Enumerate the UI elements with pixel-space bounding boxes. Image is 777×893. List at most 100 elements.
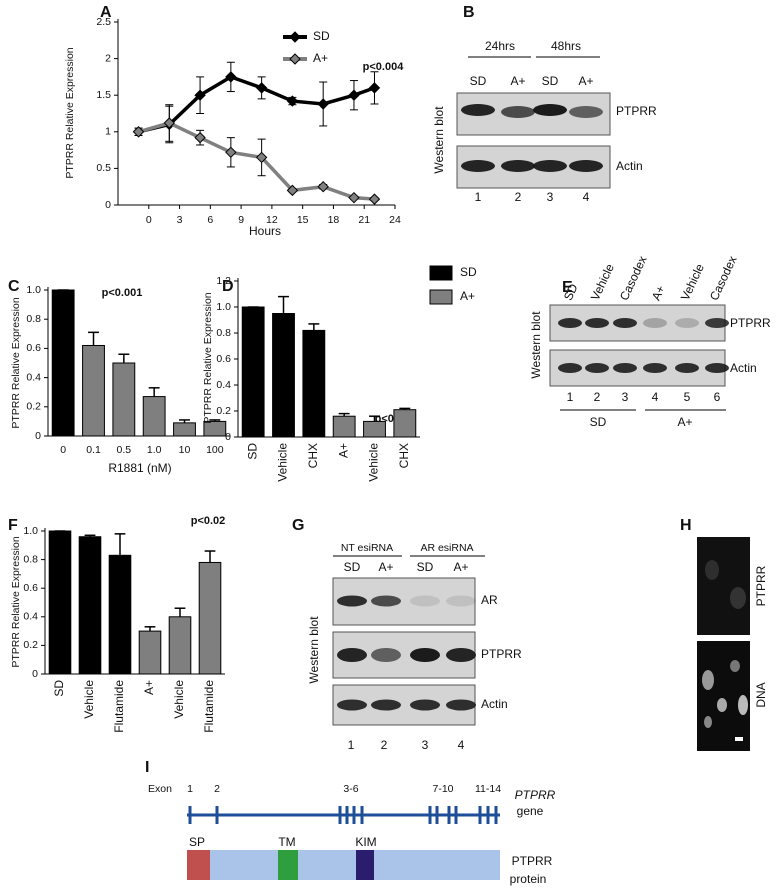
x-tick-label: 0.5 xyxy=(117,444,132,456)
legend-label: SD xyxy=(460,265,477,279)
lane-label: SD xyxy=(542,74,559,88)
bar xyxy=(302,329,326,438)
panel-letter: E xyxy=(562,279,573,296)
bar xyxy=(393,409,417,438)
lane-label: SD xyxy=(470,74,487,88)
lane-number: 2 xyxy=(381,738,388,752)
y-tick-label: 0.4 xyxy=(26,371,41,383)
y-tick-label: 0.6 xyxy=(216,353,231,365)
y-tick-label: 0.8 xyxy=(216,327,231,339)
error-bar xyxy=(204,550,216,563)
side-label: Western blot xyxy=(529,311,543,379)
x-tick-label: CHX xyxy=(306,443,320,468)
lane-label: Casodex xyxy=(707,254,740,303)
bar xyxy=(272,313,295,438)
lane-number: 1 xyxy=(348,738,355,752)
bar xyxy=(78,536,102,675)
band xyxy=(569,106,603,118)
x-axis-label: Hours xyxy=(249,224,281,238)
x-tick-label: 6 xyxy=(207,214,213,226)
x-tick-label: A+ xyxy=(336,443,350,458)
bar xyxy=(198,561,222,675)
nucleus xyxy=(738,695,748,715)
time-label: 24hrs xyxy=(485,39,515,53)
bar xyxy=(48,530,72,675)
x-tick-label: 15 xyxy=(297,214,309,226)
band xyxy=(371,648,401,662)
group-label: A+ xyxy=(677,415,692,429)
band xyxy=(501,106,535,118)
y-tick-label: 1.0 xyxy=(26,284,41,296)
legend-label: A+ xyxy=(313,51,328,65)
lane-label: Casodex xyxy=(617,254,650,303)
panel-letter: I xyxy=(145,759,149,776)
bar xyxy=(108,554,132,675)
band-label: PTPRR xyxy=(481,647,522,661)
domain-label: KIM xyxy=(355,835,376,849)
y-tick-label: 0.2 xyxy=(216,405,231,417)
x-tick-label: 1.0 xyxy=(147,444,162,456)
x-tick-label: CHX xyxy=(397,443,411,468)
y-tick-label: 0 xyxy=(35,430,41,442)
lane-number: 3 xyxy=(622,390,629,404)
band xyxy=(337,595,367,607)
point xyxy=(194,89,206,101)
gene-track xyxy=(187,806,500,824)
series-line xyxy=(138,121,375,201)
y-axis-label: PTPRR Relative Expression xyxy=(202,292,214,423)
y-tick-label: 2.5 xyxy=(96,16,111,28)
exon-label: Exon xyxy=(148,783,172,795)
band xyxy=(585,363,609,373)
lane-label: A+ xyxy=(578,74,593,88)
lane-number: 1 xyxy=(567,390,574,404)
exon-number: 3-6 xyxy=(343,783,358,795)
band xyxy=(613,318,637,328)
cell xyxy=(730,587,746,609)
band xyxy=(533,160,567,172)
domain-kim xyxy=(356,850,374,880)
band xyxy=(446,699,476,711)
band-label: PTPRR xyxy=(730,316,771,330)
protein-name: PTPRR xyxy=(512,854,553,868)
band xyxy=(446,595,476,607)
lane-label: SD xyxy=(344,560,361,574)
band xyxy=(410,595,440,607)
y-tick-label: 1.0 xyxy=(216,301,231,313)
legend-marker xyxy=(289,31,301,43)
lane-number: 4 xyxy=(583,190,590,204)
legend-swatch xyxy=(429,265,453,281)
scale-bar xyxy=(735,737,743,741)
x-tick-label: 21 xyxy=(358,214,370,226)
bar xyxy=(332,415,356,438)
error-bar xyxy=(88,331,99,346)
y-tick-label: 1.5 xyxy=(96,89,111,101)
lane-number: 2 xyxy=(515,190,522,204)
band xyxy=(705,318,729,328)
band xyxy=(558,363,582,373)
error-bar xyxy=(338,412,350,417)
bar xyxy=(241,306,265,438)
band xyxy=(705,363,729,373)
band xyxy=(461,104,495,116)
x-tick-label: 18 xyxy=(328,214,340,226)
band xyxy=(613,363,637,373)
band-label: Actin xyxy=(730,361,757,375)
stain-label: PTPRR xyxy=(754,565,768,606)
x-tick-label: 24 xyxy=(389,214,401,226)
domain-sp xyxy=(187,850,210,880)
band xyxy=(501,160,535,172)
exon-number: 11-14 xyxy=(475,783,501,795)
band xyxy=(371,595,401,607)
lane-label: A+ xyxy=(453,560,468,574)
legend-marker xyxy=(289,53,301,65)
y-tick-label: 0.6 xyxy=(26,342,41,354)
band-label: AR xyxy=(481,593,498,607)
x-axis-label: R1881 (nM) xyxy=(108,461,171,475)
lane-number: 4 xyxy=(458,738,465,752)
y-tick-label: 0.5 xyxy=(96,162,111,174)
lane-number: 2 xyxy=(594,390,601,404)
time-label: 48hrs xyxy=(551,39,581,53)
lane-label: Vehicle xyxy=(678,261,707,302)
nucleus xyxy=(730,660,740,672)
